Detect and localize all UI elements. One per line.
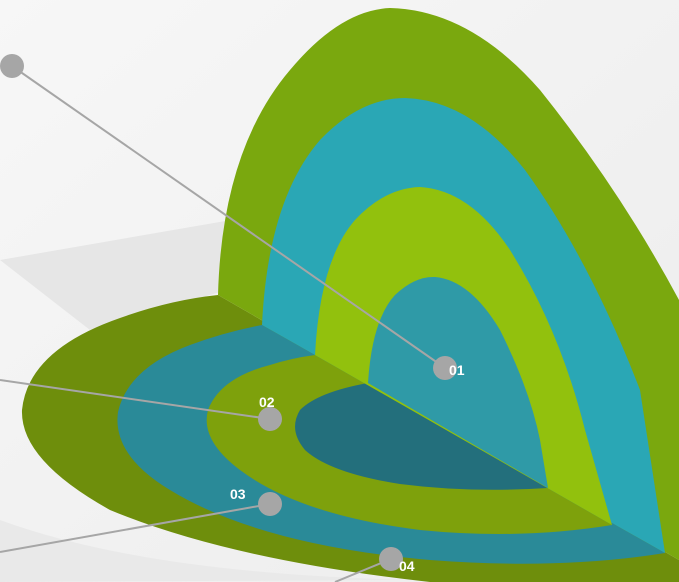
connector-02 [0, 379, 271, 420]
marker-04-label: 04 [399, 558, 415, 574]
dome-layers [218, 8, 679, 560]
marker-01-label: 01 [449, 362, 465, 378]
marker-03-dot [258, 492, 282, 516]
marker-02[interactable]: 02 [258, 394, 282, 431]
marker-04-dot [379, 547, 403, 571]
floor-core [295, 383, 548, 490]
marker-02-dot [258, 407, 282, 431]
faint-base-shade [0, 520, 420, 582]
connector-01 [11, 65, 446, 369]
connector-03 [0, 503, 271, 553]
marker-04[interactable]: 04 [379, 547, 415, 574]
marker-03-label: 03 [230, 486, 246, 502]
connectors [0, 65, 446, 582]
marker-01[interactable]: 01 [433, 356, 465, 380]
floor-layers [21, 295, 679, 582]
dome-core [368, 276, 548, 488]
marker-03[interactable]: 03 [230, 486, 282, 516]
marker-01-dot [433, 356, 457, 380]
marker-02-label: 02 [259, 394, 275, 410]
connector-01-anchor-dot [0, 54, 24, 78]
